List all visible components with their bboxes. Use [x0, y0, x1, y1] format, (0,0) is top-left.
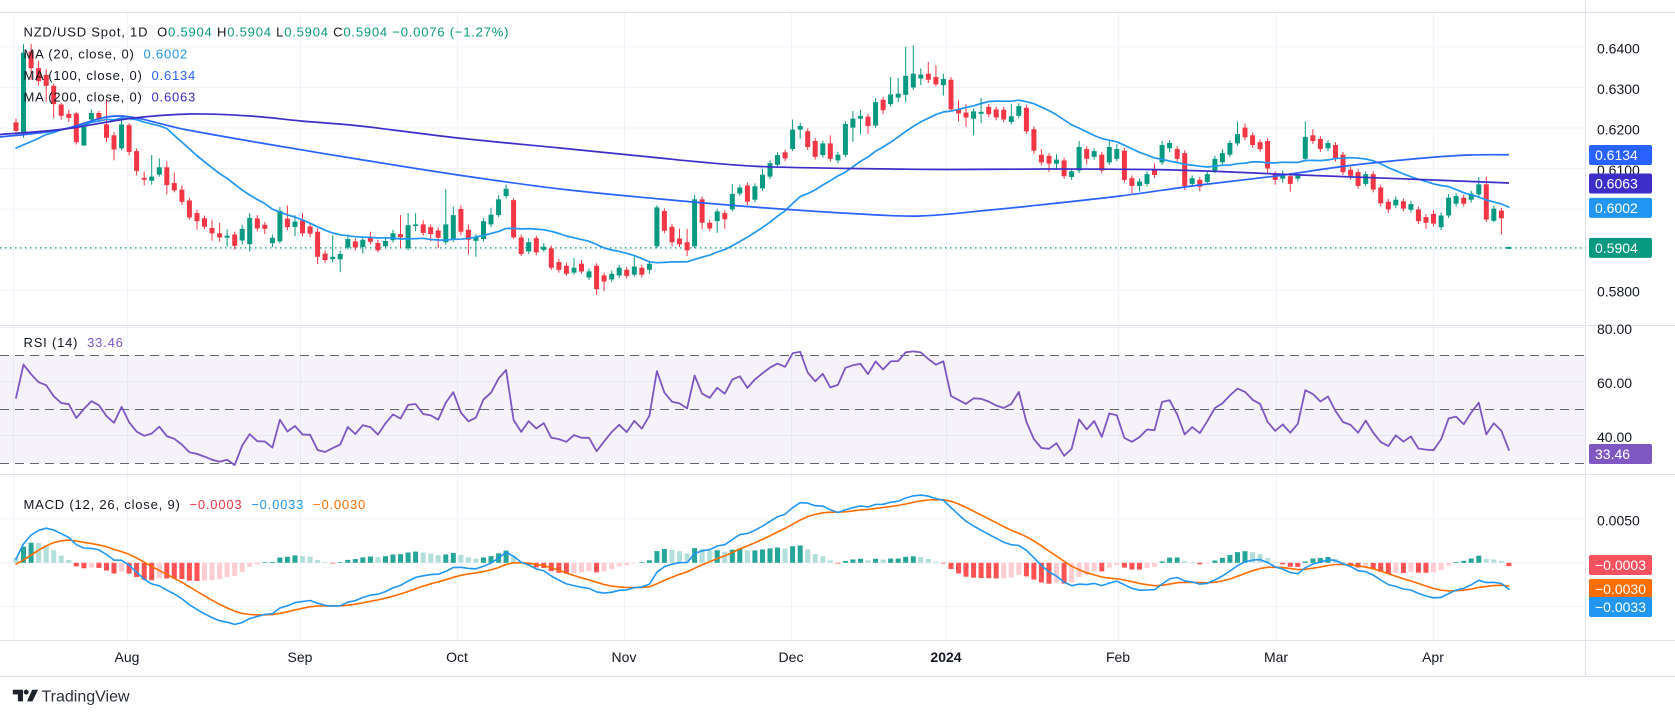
- svg-text:0.6134: 0.6134: [1595, 147, 1638, 163]
- svg-text:Aug: Aug: [115, 649, 140, 665]
- svg-text:Oct: Oct: [446, 649, 468, 665]
- svg-text:0.6400: 0.6400: [1597, 40, 1640, 56]
- svg-text:0.6300: 0.6300: [1597, 81, 1640, 97]
- svg-text:NZD/USD Spot, 1D O0.5904 H0.5: NZD/USD Spot, 1D O0.5904 H0.5904 L0.5904…: [24, 25, 510, 40]
- svg-text:Nov: Nov: [612, 649, 637, 665]
- svg-text:0.5800: 0.5800: [1597, 283, 1640, 299]
- svg-text:RSI (14) 33.46: RSI (14) 33.46: [24, 335, 124, 350]
- svg-text:MACD (12, 26, close, 9) −0.00: MACD (12, 26, close, 9) −0.0003 −0.0033 …: [24, 497, 367, 512]
- svg-text:Mar: Mar: [1264, 649, 1288, 665]
- svg-text:33.46: 33.46: [1595, 446, 1630, 462]
- svg-text:2024: 2024: [930, 649, 961, 665]
- svg-text:Apr: Apr: [1422, 649, 1444, 665]
- svg-text:0.0050: 0.0050: [1597, 512, 1640, 528]
- svg-text:0.6002: 0.6002: [1595, 200, 1638, 216]
- svg-text:Sep: Sep: [288, 649, 313, 665]
- svg-text:Feb: Feb: [1106, 649, 1130, 665]
- svg-text:−0.0033: −0.0033: [1595, 599, 1646, 615]
- svg-text:−0.0003: −0.0003: [1595, 557, 1646, 573]
- svg-text:0.5904: 0.5904: [1595, 240, 1638, 256]
- svg-text:MA (20, close, 0) 0.6002: MA (20, close, 0) 0.6002: [24, 47, 189, 62]
- svg-text:0.6063: 0.6063: [1595, 176, 1638, 192]
- svg-text:−0.0030: −0.0030: [1595, 581, 1646, 597]
- svg-text:MA (100, close, 0) 0.6134: MA (100, close, 0) 0.6134: [24, 68, 197, 83]
- svg-text:40.00: 40.00: [1597, 429, 1632, 445]
- svg-text:60.00: 60.00: [1597, 375, 1632, 391]
- svg-text:MA (200, close, 0) 0.6063: MA (200, close, 0) 0.6063: [24, 90, 197, 105]
- svg-text:Dec: Dec: [779, 649, 804, 665]
- svg-text:TradingView: TradingView: [42, 689, 130, 706]
- svg-text:80.00: 80.00: [1597, 321, 1632, 337]
- svg-text:0.6200: 0.6200: [1597, 121, 1640, 137]
